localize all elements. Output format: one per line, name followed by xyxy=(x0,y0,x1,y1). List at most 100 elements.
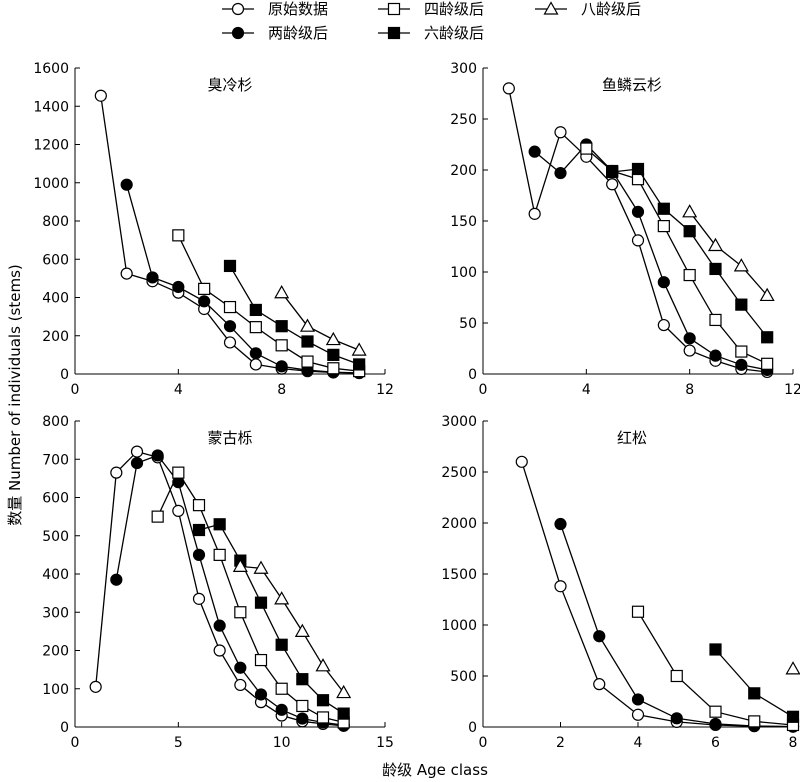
y-tick-label: 3000 xyxy=(441,414,477,430)
data-point xyxy=(657,318,670,332)
x-tick-label: 4 xyxy=(582,382,591,398)
series xyxy=(89,445,350,732)
series xyxy=(631,605,800,732)
data-point xyxy=(275,339,288,352)
y-tick-label: 1000 xyxy=(441,618,477,634)
data-point xyxy=(528,207,541,220)
series-line xyxy=(157,471,344,724)
chart-panel: 0 50 100 150 200 250 300 0 4 8 12 鱼鳞云杉 xyxy=(450,61,800,398)
data-point xyxy=(761,357,774,370)
data-point xyxy=(249,303,262,317)
y-tick-label: 1000 xyxy=(33,176,69,192)
data-point xyxy=(502,82,515,95)
series xyxy=(223,259,366,371)
x-tick-label: 0 xyxy=(71,735,80,751)
data-point xyxy=(89,680,102,693)
data-point xyxy=(683,225,696,238)
series xyxy=(172,229,366,378)
y-axis-label: 数量 Number of individuals (stems) xyxy=(6,264,24,525)
data-point xyxy=(785,661,800,675)
data-point xyxy=(528,145,541,158)
data-point xyxy=(172,466,185,479)
data-point xyxy=(275,638,288,651)
data-point xyxy=(554,580,567,593)
x-tick-label: 5 xyxy=(174,735,183,751)
data-point xyxy=(657,220,670,233)
data-point xyxy=(213,518,226,531)
y-tick-label: 500 xyxy=(450,669,477,685)
x-tick-label: 15 xyxy=(376,735,394,751)
data-point xyxy=(192,548,206,561)
data-point xyxy=(213,548,226,561)
data-point xyxy=(213,619,226,632)
y-tick-label: 1400 xyxy=(33,99,69,115)
data-point xyxy=(515,455,528,468)
y-tick-label: 1200 xyxy=(33,138,69,154)
y-tick-label: 400 xyxy=(42,291,69,307)
data-point xyxy=(296,699,309,713)
data-point xyxy=(735,358,748,371)
y-tick-label: 50 xyxy=(459,316,477,332)
data-point xyxy=(735,345,748,358)
data-point xyxy=(336,684,352,699)
data-point xyxy=(325,331,341,346)
data-point xyxy=(192,499,206,512)
data-point xyxy=(337,707,350,720)
data-point xyxy=(606,178,619,191)
data-point xyxy=(709,717,722,731)
series-line xyxy=(689,211,768,296)
y-tick-label: 1500 xyxy=(441,567,477,583)
y-tick-label: 300 xyxy=(42,605,69,621)
panel-title: 蒙古栎 xyxy=(207,429,252,447)
data-point xyxy=(223,336,237,349)
x-tick-label: 8 xyxy=(277,382,286,398)
series xyxy=(785,661,800,675)
x-tick-label: 12 xyxy=(376,382,394,398)
data-point xyxy=(296,673,309,686)
data-point xyxy=(192,523,206,537)
data-point xyxy=(249,321,262,334)
series xyxy=(120,178,366,380)
x-tick-label: 2 xyxy=(556,735,565,751)
series-line xyxy=(126,184,360,374)
y-tick-label: 150 xyxy=(450,214,477,230)
data-point xyxy=(631,162,645,176)
x-tick-label: 8 xyxy=(789,735,798,751)
series-line xyxy=(612,168,768,338)
data-point xyxy=(254,653,268,667)
x-tick-label: 0 xyxy=(479,382,488,398)
y-tick-label: 800 xyxy=(42,414,69,430)
series xyxy=(110,449,350,732)
data-point xyxy=(198,282,211,295)
data-point xyxy=(735,298,748,311)
data-point xyxy=(580,142,593,155)
y-tick-label: 300 xyxy=(450,61,477,77)
data-point xyxy=(631,234,645,247)
y-tick-label: 0 xyxy=(60,720,69,736)
legend-label: 六龄级后 xyxy=(424,24,484,42)
y-tick-label: 600 xyxy=(42,252,69,268)
series xyxy=(232,558,352,699)
data-point xyxy=(294,623,310,637)
data-point xyxy=(748,715,761,728)
y-tick-label: 500 xyxy=(42,529,69,545)
legend-marker xyxy=(387,26,401,40)
data-point xyxy=(234,661,247,674)
data-point xyxy=(110,573,123,586)
data-point xyxy=(192,592,206,605)
series-line xyxy=(115,454,344,726)
data-point xyxy=(120,267,133,280)
data-point xyxy=(631,708,645,721)
x-axis-label: 龄级 Age class xyxy=(382,761,488,779)
y-tick-label: 600 xyxy=(42,491,69,507)
data-point xyxy=(327,362,340,375)
data-point xyxy=(351,342,367,356)
data-point xyxy=(253,560,269,574)
data-point xyxy=(120,178,133,191)
y-tick-label: 2500 xyxy=(441,465,477,481)
y-tick-label: 200 xyxy=(42,644,69,660)
data-point xyxy=(683,344,696,357)
